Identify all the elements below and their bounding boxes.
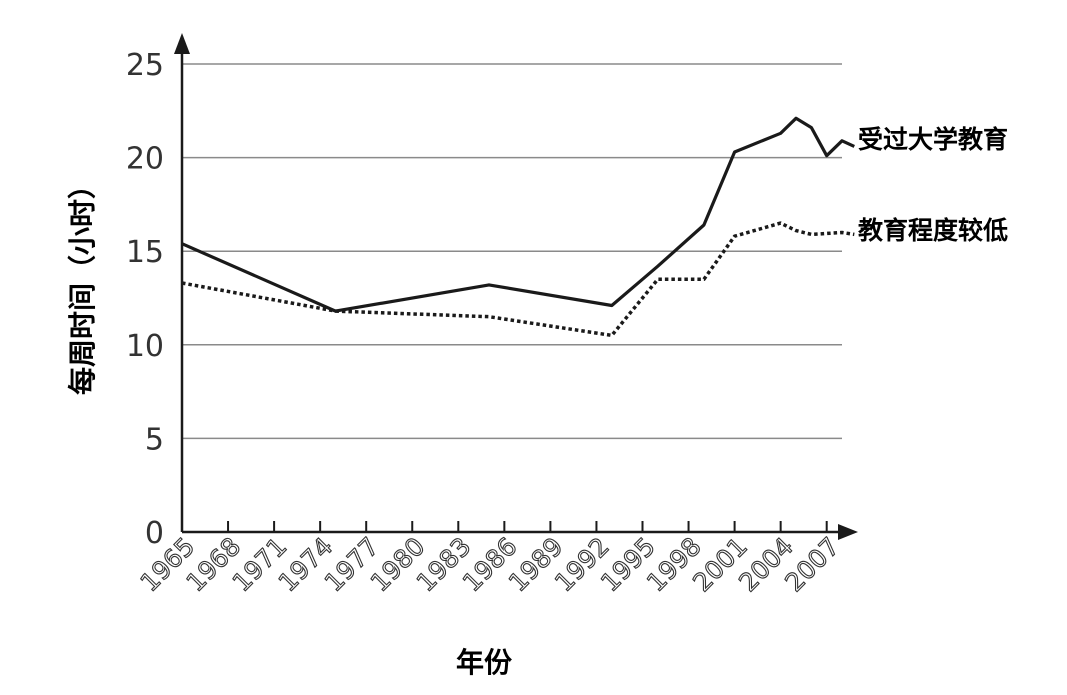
y-tick-label: 20 <box>126 142 164 177</box>
series-lines <box>181 116 855 338</box>
y-tick-label: 0 <box>145 516 164 551</box>
y-tick-label: 15 <box>126 235 164 270</box>
x-axis-arrow <box>838 524 858 540</box>
series-label-college: 受过大学教育 <box>858 125 1008 154</box>
x-tick-marks <box>181 521 828 532</box>
x-tick-label: 2007 <box>779 532 844 597</box>
y-tick-labels: 0 5 10 15 20 25 <box>126 48 164 551</box>
series-label-less-educated: 教育程度较低 <box>858 216 1008 245</box>
series-line-1 <box>181 221 855 338</box>
x-axis-title: 年份 <box>456 646 512 679</box>
series-line-0 <box>181 116 855 313</box>
y-axis-title: 每周时间（小时） <box>66 171 99 395</box>
y-tick-label: 10 <box>126 329 164 364</box>
y-axis-arrow <box>174 33 190 54</box>
grid-lines <box>182 63 842 440</box>
y-tick-label: 5 <box>145 422 164 457</box>
axes <box>174 33 858 540</box>
x-tick-labels: 1965196819711974197719801983198619891992… <box>134 531 845 598</box>
y-tick-label: 25 <box>126 48 164 83</box>
